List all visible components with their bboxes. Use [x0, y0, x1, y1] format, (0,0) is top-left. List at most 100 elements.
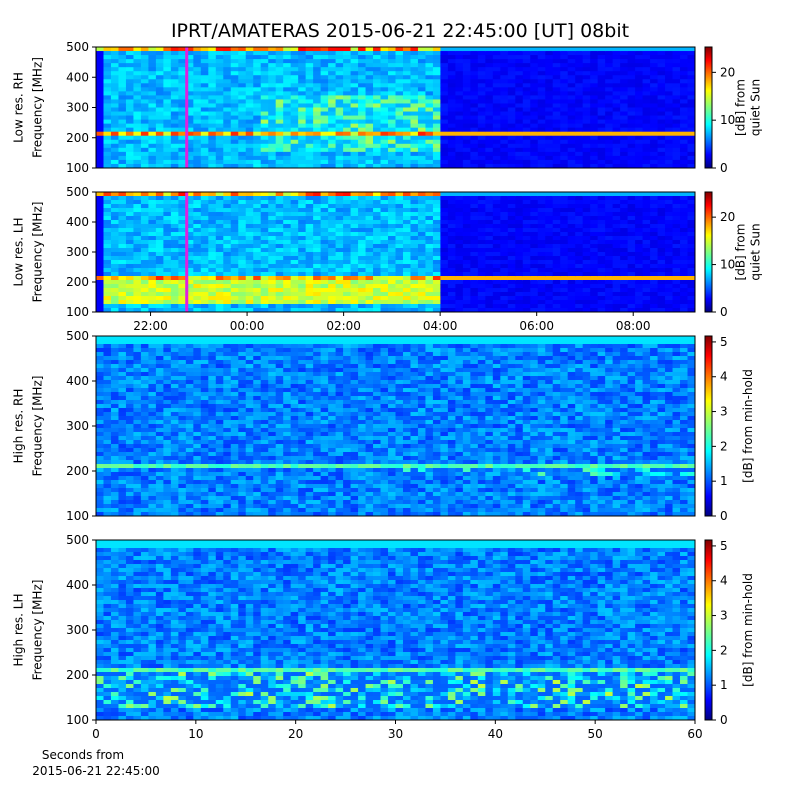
spectrogram-cell [366, 83, 374, 88]
spectrogram-cell [141, 220, 149, 225]
spectrogram-cell [523, 300, 531, 305]
spectrogram-cell [313, 59, 321, 64]
spectrogram-cell [178, 256, 186, 261]
spectrogram-cell [313, 304, 321, 309]
spectrogram-cell [665, 67, 673, 72]
spectrogram-cell [238, 83, 246, 88]
spectrogram-cell [658, 256, 666, 261]
spectrogram-cell [410, 91, 418, 96]
spectrogram-cell [238, 140, 246, 145]
spectrogram-cell [463, 276, 471, 281]
spectrogram-cell [343, 87, 351, 92]
spectrogram-cell [598, 240, 606, 245]
spectrogram-cell [246, 240, 254, 245]
spectrogram-cell [418, 91, 426, 96]
spectrogram-cell [665, 200, 673, 205]
spectrogram-cell [358, 264, 366, 269]
spectrogram-cell [328, 292, 336, 297]
spectrogram-cell [358, 99, 366, 104]
spectrogram-cell [358, 79, 366, 84]
spectrogram-cell [673, 75, 681, 80]
spectrogram-cell [680, 51, 688, 56]
spectrogram-cell [366, 67, 374, 72]
spectrogram-cell [493, 224, 501, 229]
spectrogram-cell [418, 132, 426, 137]
spectrogram-cell [560, 284, 568, 289]
spectrogram-cell [366, 55, 374, 60]
spectrogram-cell [583, 280, 591, 285]
spectrogram-cell [171, 264, 179, 269]
spectrogram-cell [470, 224, 478, 229]
spectrogram-cell [515, 83, 523, 88]
spectrogram-cell [366, 292, 374, 297]
spectrogram-cell [208, 51, 216, 56]
spectrogram-cell [268, 128, 276, 133]
spectrogram-cell [665, 79, 673, 84]
spectrogram-cell [126, 252, 134, 257]
spectrogram-cell [336, 244, 344, 249]
spectrogram-cell [156, 196, 164, 201]
spectrogram-cell [156, 95, 164, 100]
spectrogram-cell [455, 192, 463, 197]
spectrogram-cell [306, 128, 314, 133]
spectrogram-cell [673, 200, 681, 205]
spectrogram-cell [410, 288, 418, 293]
spectrogram-cell [628, 272, 636, 277]
spectrogram-cell [373, 288, 381, 293]
spectrogram-cell [246, 75, 254, 80]
spectrogram-cell [358, 228, 366, 233]
spectrogram-cell [111, 59, 119, 64]
spectrogram-cell [291, 216, 299, 221]
spectrogram-cell [478, 71, 486, 76]
spectrogram-cell [425, 128, 433, 133]
spectrogram-cell [598, 208, 606, 213]
spectrogram-cell [418, 124, 426, 129]
spectrogram-cell [358, 108, 366, 113]
spectrogram-cell [358, 248, 366, 253]
spectrogram-cell [455, 244, 463, 249]
spectrogram-cell [463, 248, 471, 253]
spectrogram-cell [313, 268, 321, 273]
spectrogram-cell [688, 196, 696, 201]
spectrogram-cell [523, 268, 531, 273]
spectrogram-cell [545, 280, 553, 285]
spectrogram-cell [478, 260, 486, 265]
spectrogram-cell [463, 99, 471, 104]
spectrogram-cell [163, 292, 171, 297]
spectrogram-cell [216, 296, 224, 301]
spectrogram-cell [171, 71, 179, 76]
spectrogram-cell [253, 140, 261, 145]
spectrogram-cell [253, 224, 261, 229]
spectrogram-cell [605, 236, 613, 241]
spectrogram-cell [583, 148, 591, 153]
spectrogram-cell [665, 256, 673, 261]
spectrogram-cell [478, 292, 486, 297]
spectrogram-cell [298, 55, 306, 60]
spectrogram-cell [410, 99, 418, 104]
spectrogram-cell [523, 152, 531, 157]
spectrogram-cell [553, 248, 561, 253]
spectrogram-cell [163, 148, 171, 153]
spectrogram-cell [635, 152, 643, 157]
spectrogram-cell [103, 91, 111, 96]
spectrogram-cell [553, 51, 561, 56]
spectrogram-cell [231, 264, 239, 269]
spectrogram-cell [306, 51, 314, 56]
spectrogram-cell [680, 260, 688, 265]
spectrogram-cell [455, 152, 463, 157]
spectrogram-cell [410, 124, 418, 129]
spectrogram-cell [568, 75, 576, 80]
spectrogram-cell [283, 136, 291, 141]
spectrogram-cell [410, 216, 418, 221]
spectrogram-cell [530, 216, 538, 221]
spectrogram-cell [351, 55, 359, 60]
spectrogram-cell [343, 296, 351, 301]
spectrogram-cell [605, 288, 613, 293]
spectrogram-cell [643, 200, 651, 205]
spectrogram-cell [366, 108, 374, 113]
spectrogram-cell [598, 63, 606, 68]
spectrogram-cell [291, 160, 299, 165]
spectrogram-cell [643, 192, 651, 197]
spectrogram-cell [283, 120, 291, 125]
spectrogram-cell [343, 75, 351, 80]
